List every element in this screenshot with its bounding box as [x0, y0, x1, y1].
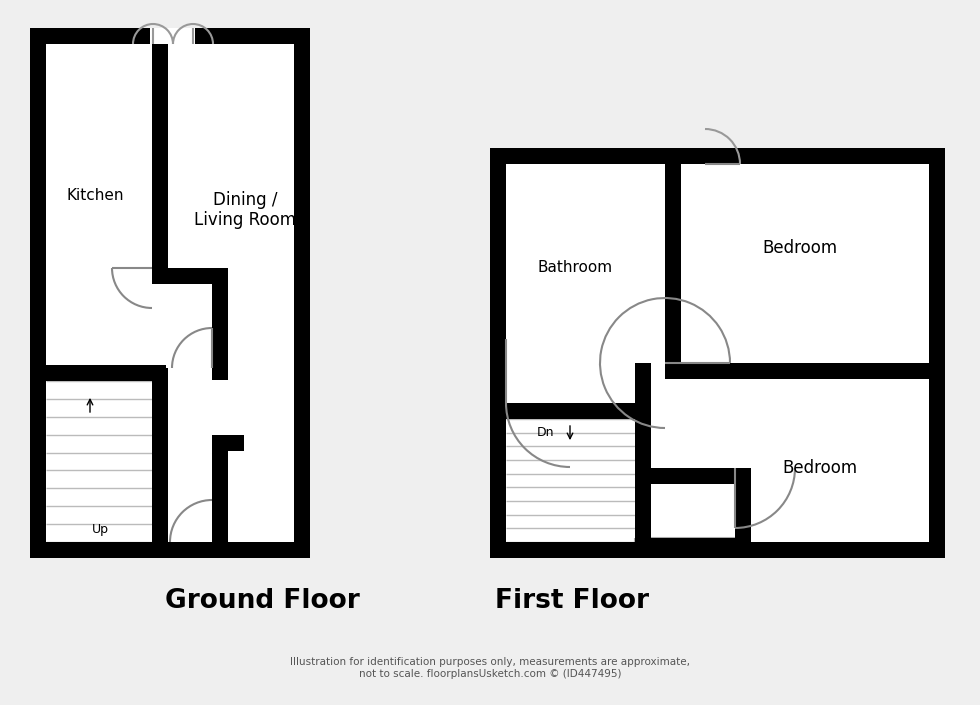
Bar — [665, 148, 681, 363]
Text: First Floor: First Floor — [495, 588, 649, 614]
Bar — [152, 268, 227, 284]
Text: Ground Floor: Ground Floor — [165, 588, 360, 614]
Bar — [30, 542, 310, 558]
Text: Dining /
Living Room: Dining / Living Room — [194, 190, 296, 229]
Text: Bedroom: Bedroom — [762, 239, 838, 257]
Bar — [635, 468, 735, 484]
Bar — [212, 435, 244, 451]
Bar — [490, 542, 945, 558]
Bar — [152, 368, 168, 558]
Text: Bedroom: Bedroom — [782, 459, 858, 477]
Bar — [635, 538, 735, 554]
Bar — [212, 268, 228, 380]
Bar — [30, 28, 150, 44]
Bar — [490, 148, 945, 164]
Bar — [490, 148, 945, 558]
Bar — [735, 468, 751, 558]
Bar — [212, 435, 228, 558]
Bar — [152, 44, 168, 272]
Text: Illustration for identification purposes only, measurements are approximate,
not: Illustration for identification purposes… — [290, 657, 690, 679]
Bar — [195, 28, 310, 44]
Bar — [665, 363, 945, 379]
Bar — [490, 148, 506, 558]
Text: Kitchen: Kitchen — [67, 188, 123, 202]
Bar — [46, 365, 166, 381]
Bar — [294, 28, 310, 558]
Text: Dn: Dn — [536, 427, 554, 439]
Bar — [30, 28, 46, 558]
Bar — [929, 148, 945, 558]
Bar — [635, 363, 651, 558]
Bar — [30, 28, 310, 558]
Text: Bathroom: Bathroom — [537, 261, 612, 276]
Text: Up: Up — [91, 524, 109, 537]
Bar — [506, 403, 651, 419]
